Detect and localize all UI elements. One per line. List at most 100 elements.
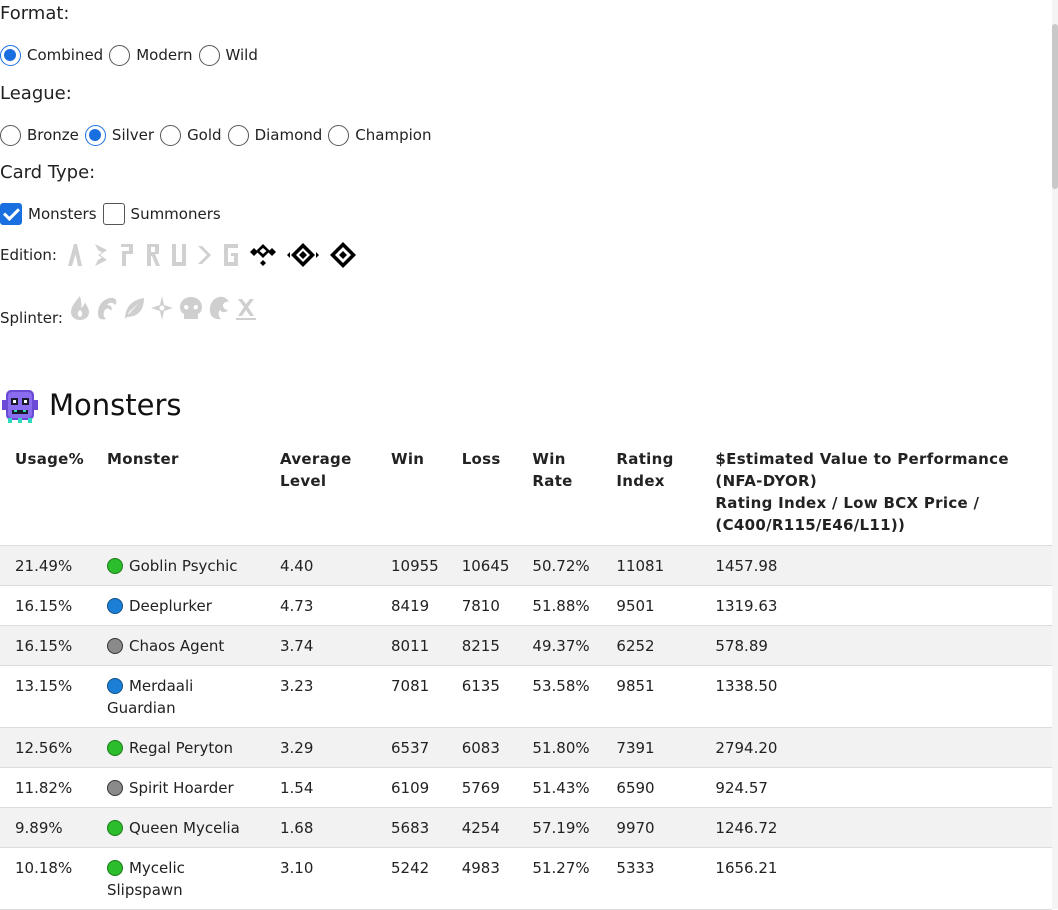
usage-column-header[interactable]: Usage% <box>0 439 92 546</box>
league-gold-option[interactable]: Gold <box>160 124 226 146</box>
table-header-row: Usage% Monster Average Level Win Loss Wi… <box>0 439 1052 546</box>
dice-icon[interactable] <box>196 242 214 268</box>
monster-name[interactable]: Merdaali Guardian <box>106 677 194 717</box>
green-splinter-dot-icon <box>106 558 123 574</box>
splinter-icons <box>68 294 258 322</box>
estimated-value-cell: 1656.21 <box>700 847 1052 910</box>
format-wild-radio[interactable] <box>198 44 220 66</box>
win-column-header[interactable]: Win <box>375 439 447 546</box>
gladius-icon[interactable] <box>222 242 240 268</box>
win-rate-cell: 51.43% <box>517 767 602 808</box>
riftwatchers-icon[interactable] <box>286 242 320 268</box>
loss-column-header[interactable]: Loss <box>446 439 518 546</box>
rebellion-icon[interactable] <box>328 240 358 270</box>
monster-column-header[interactable]: Monster <box>91 439 265 546</box>
win-cell: 5242 <box>375 847 447 910</box>
monsters-checkbox[interactable] <box>0 203 22 225</box>
format-modern-label: Modern <box>136 46 193 64</box>
format-wild-option[interactable]: Wild <box>198 44 258 66</box>
win-cell: 7081 <box>375 665 447 728</box>
blue-splinter-dot-icon <box>106 598 123 614</box>
untamed-icon[interactable] <box>170 242 188 268</box>
win-cell: 8011 <box>375 625 447 666</box>
format-combined-radio[interactable] <box>0 44 21 66</box>
card-type-monsters-option[interactable]: Monsters <box>0 203 101 225</box>
usage-cell: 9.89% <box>0 807 92 848</box>
average-level-cell: 1.54 <box>264 767 376 808</box>
promo-icon[interactable] <box>118 242 136 268</box>
format-combined-label: Combined <box>27 46 104 64</box>
table-row: 13.15% Merdaali Guardian 3.23 7081 6135 53.58… <box>0 665 1052 728</box>
win-cell: 6537 <box>375 727 447 768</box>
win-rate-column-header[interactable]: Win Rate <box>517 439 602 546</box>
average-level-cell: 4.40 <box>264 545 376 586</box>
rating-index-cell: 5333 <box>601 847 701 910</box>
monster-name-cell: Merdaali Guardian <box>91 665 265 728</box>
win-rate-cell: 57.19% <box>517 807 602 848</box>
beta-icon[interactable] <box>92 242 110 268</box>
dragon-icon[interactable] <box>207 294 231 322</box>
loss-cell: 8215 <box>446 625 518 666</box>
average-level-cell: 3.74 <box>264 625 376 666</box>
earth-icon[interactable] <box>122 294 146 322</box>
reward-icon[interactable] <box>144 242 162 268</box>
monster-name[interactable]: Goblin Psychic <box>128 557 238 575</box>
card-type-options: Monsters Summoners <box>0 201 223 227</box>
league-champion-radio[interactable] <box>328 124 350 146</box>
loss-cell: 7810 <box>446 585 518 626</box>
edition-icons <box>66 240 358 270</box>
monster-name[interactable]: Regal Peryton <box>128 739 233 757</box>
league-silver-radio[interactable] <box>84 124 106 146</box>
win-rate-cell: 51.27% <box>517 847 602 910</box>
league-bronze-radio[interactable] <box>0 124 21 146</box>
average-level-cell: 4.73 <box>264 585 376 626</box>
usage-cell: 16.15% <box>0 585 92 626</box>
league-champion-option[interactable]: Champion <box>328 124 431 146</box>
scrollbar-thumb[interactable] <box>1052 24 1058 189</box>
win-cell: 5683 <box>375 807 447 848</box>
monster-name-cell: Queen Mycelia <box>91 807 265 848</box>
monster-name[interactable]: Deeplurker <box>128 597 212 615</box>
estimated-value-cell: 1246.72 <box>700 807 1052 848</box>
loss-cell: 6083 <box>446 727 518 768</box>
league-silver-option[interactable]: Silver <box>84 124 158 146</box>
win-rate-cell: 53.58% <box>517 665 602 728</box>
estimated-value-cell: 924.57 <box>700 767 1052 808</box>
monster-name[interactable]: Queen Mycelia <box>128 819 240 837</box>
card-type-summoners-option[interactable]: Summoners <box>102 203 221 225</box>
average-level-cell: 3.23 <box>264 665 376 728</box>
average-level-cell: 1.68 <box>264 807 376 848</box>
win-rate-cell: 50.72% <box>517 545 602 586</box>
table-row: 21.49% Goblin Psychic 4.40 10955 10645 50.72%… <box>0 545 1052 586</box>
neutral-icon[interactable] <box>234 294 258 322</box>
death-icon[interactable] <box>178 294 204 322</box>
average-level-cell: 3.10 <box>264 847 376 910</box>
format-combined-option[interactable]: Combined <box>0 44 107 66</box>
water-icon[interactable] <box>95 294 119 322</box>
league-gold-radio[interactable] <box>160 124 182 146</box>
league-bronze-option[interactable]: Bronze <box>0 124 83 146</box>
monster-name-cell: Spirit Hoarder <box>91 767 265 808</box>
league-silver-label: Silver <box>111 126 155 144</box>
format-modern-radio[interactable] <box>109 44 131 66</box>
usage-cell: 11.82% <box>0 767 92 808</box>
chaos-legion-icon[interactable] <box>248 242 278 268</box>
rating-index-column-header[interactable]: Rating Index <box>601 439 701 546</box>
alpha-icon[interactable] <box>66 242 84 268</box>
monster-name[interactable]: Mycelic Slipspawn <box>106 859 185 899</box>
life-icon[interactable] <box>149 294 175 322</box>
league-diamond-radio[interactable] <box>227 124 249 146</box>
league-diamond-option[interactable]: Diamond <box>227 124 327 146</box>
format-modern-option[interactable]: Modern <box>109 44 196 66</box>
monster-name-cell: Deeplurker <box>91 585 265 626</box>
page-scrollbar[interactable] <box>1052 0 1058 909</box>
estimated-value-column-header[interactable]: $Estimated Value to Performance (NFA-DYO… <box>700 439 1052 546</box>
average-level-column-header[interactable]: Average Level <box>264 439 376 546</box>
estimated-value-cell: 1457.98 <box>700 545 1052 586</box>
splinter-label: Splinter: <box>0 309 63 327</box>
fire-icon[interactable] <box>68 294 92 322</box>
monster-name[interactable]: Spirit Hoarder <box>128 779 234 797</box>
monster-name[interactable]: Chaos Agent <box>128 637 225 655</box>
estimated-value-header-line2: Rating Index / Low BCX Price / (C400/R11… <box>715 494 980 534</box>
summoners-checkbox[interactable] <box>102 203 125 225</box>
